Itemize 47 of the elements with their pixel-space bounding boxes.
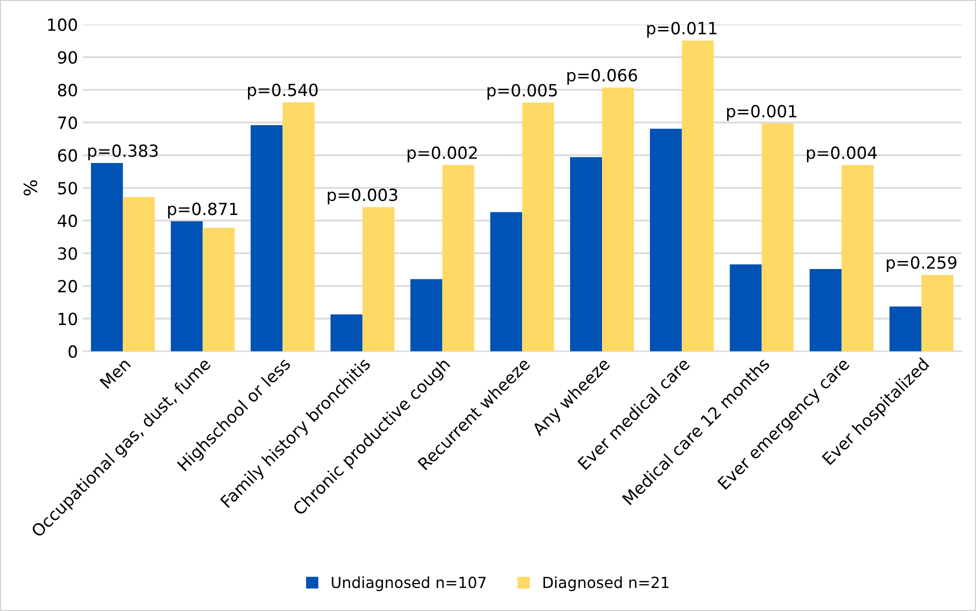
bar (650, 128, 682, 352)
y-tick-label: 20 (58, 280, 77, 293)
bar (442, 165, 474, 352)
y-axis-title: % (24, 180, 38, 196)
y-tick-label: 70 (58, 116, 77, 130)
annotation: p=0.005 (488, 84, 557, 100)
bar (570, 157, 602, 352)
bar (122, 197, 155, 352)
bar (762, 123, 794, 352)
annotation: p=0.003 (328, 188, 398, 204)
y-tick-label: 50 (58, 182, 77, 194)
annotation: p=0.001 (727, 104, 796, 121)
bar (810, 268, 842, 352)
bar (921, 274, 954, 352)
bar (842, 165, 874, 352)
bar (490, 212, 522, 352)
bar (889, 306, 922, 352)
bar (282, 102, 315, 352)
y-tick-label: 100 (48, 18, 77, 32)
bar (250, 125, 283, 352)
annotation: p=0.383 (88, 144, 158, 160)
annotation: p=0.259 (886, 256, 956, 272)
y-tick-label: 90 (58, 51, 77, 64)
bar (410, 279, 442, 352)
bar (202, 228, 235, 352)
bar (682, 40, 714, 352)
y-tick-label: 30 (58, 247, 77, 260)
y-tick-label: 10 (58, 312, 77, 326)
bar (730, 264, 762, 352)
bar (602, 88, 634, 352)
annotation: p=0.002 (408, 146, 477, 162)
legend-label: Diagnosed n=21 (543, 576, 669, 592)
bar (330, 314, 362, 352)
annotation: p=0.871 (168, 202, 238, 218)
annotation: p=0.011 (647, 22, 716, 38)
legend-label: Undiagnosed n=107 (332, 576, 486, 592)
annotation: p=0.066 (567, 68, 638, 85)
annotation: p=0.540 (248, 84, 318, 100)
bar (90, 163, 123, 352)
y-tick-label: 0 (68, 345, 77, 358)
bar (362, 207, 394, 352)
bar (522, 102, 554, 352)
annotation: p=0.004 (806, 146, 877, 162)
y-tick-label: 60 (58, 149, 77, 162)
y-tick-label: 40 (58, 214, 77, 228)
bar (170, 221, 203, 352)
y-tick-label: 80 (58, 84, 77, 96)
